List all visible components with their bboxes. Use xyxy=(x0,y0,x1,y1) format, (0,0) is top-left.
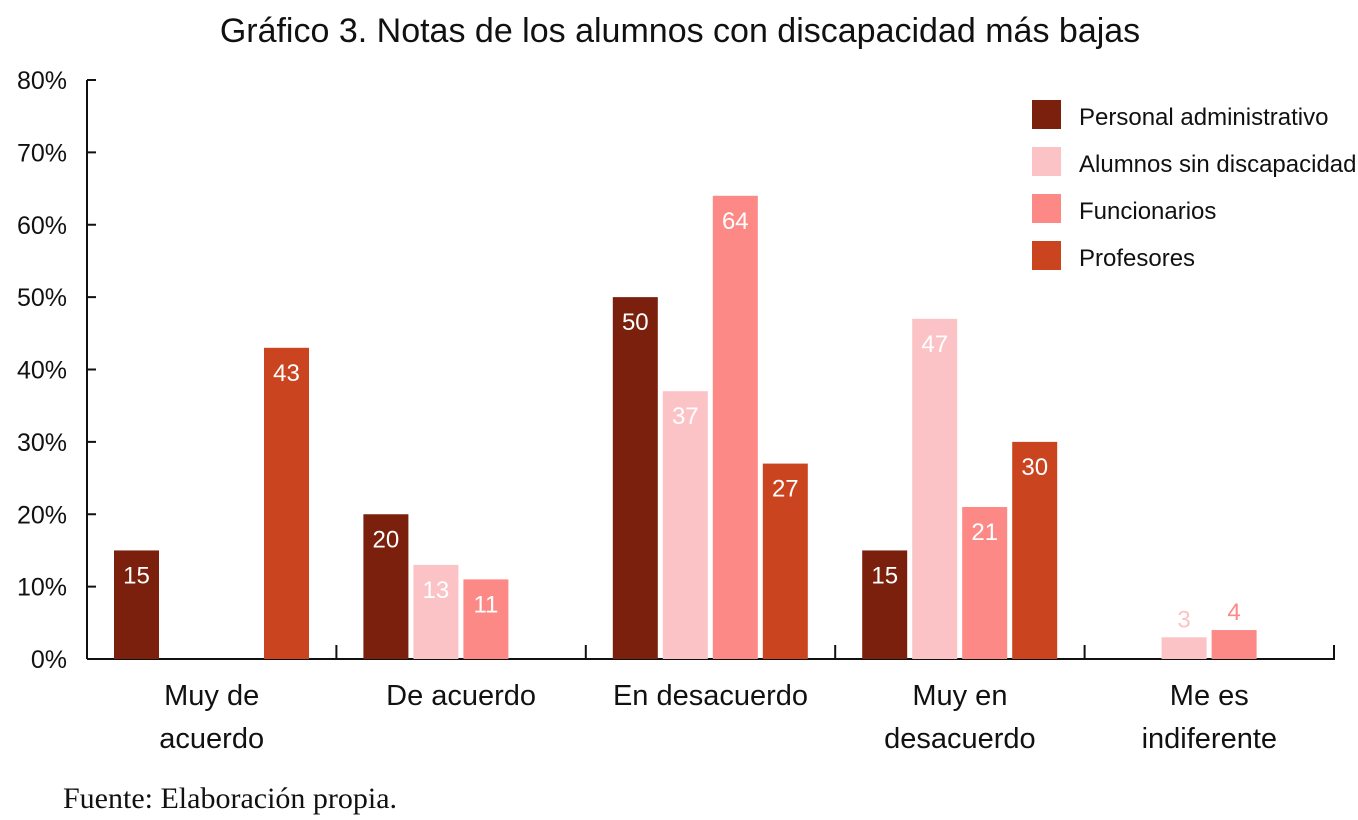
legend-label: Profesores xyxy=(1079,245,1195,272)
x-tick-label: acuerdo xyxy=(159,723,264,755)
bar xyxy=(1012,441,1058,659)
x-tick-label: indiferente xyxy=(1142,723,1277,755)
legend-swatch xyxy=(1032,147,1061,176)
source-note: Fuente: Elaboración propia. xyxy=(63,782,397,815)
bar xyxy=(912,318,958,659)
legend-swatch xyxy=(1032,194,1061,223)
data-label: 27 xyxy=(772,476,799,503)
x-tick-label: En desacuerdo xyxy=(613,680,808,712)
legend-label: Alumnos sin discapacidad xyxy=(1079,151,1357,178)
x-tick-label: De acuerdo xyxy=(386,680,536,712)
legend-swatch xyxy=(1032,100,1061,129)
data-label: 37 xyxy=(672,403,699,430)
data-label: 15 xyxy=(871,562,898,589)
bar xyxy=(264,347,309,659)
bar xyxy=(662,391,708,659)
bar xyxy=(762,463,808,659)
x-tick-label: Me es xyxy=(1170,680,1249,712)
data-label: 43 xyxy=(273,360,300,387)
chart-title: Gráfico 3. Notas de los alumnos con disc… xyxy=(220,12,1140,50)
data-label: 13 xyxy=(423,577,450,604)
bar xyxy=(1211,630,1257,659)
data-label: 50 xyxy=(622,309,649,336)
data-label: 20 xyxy=(373,526,400,553)
y-tick-label: 0% xyxy=(31,646,67,674)
bar xyxy=(114,550,159,659)
bar xyxy=(962,507,1008,659)
data-label: 47 xyxy=(921,331,948,358)
bar xyxy=(363,514,409,659)
y-tick-label: 60% xyxy=(17,212,67,240)
data-label: 11 xyxy=(473,591,498,618)
y-tick-label: 30% xyxy=(17,429,67,457)
bar xyxy=(1161,637,1207,659)
data-label: 21 xyxy=(971,519,998,546)
y-tick-label: 70% xyxy=(17,139,67,167)
bar xyxy=(862,550,908,659)
bar xyxy=(463,579,509,659)
bar xyxy=(612,297,658,659)
bar xyxy=(712,195,758,660)
x-tick-label: Muy de xyxy=(164,680,259,712)
y-tick-label: 10% xyxy=(17,574,67,602)
data-label: 15 xyxy=(123,562,150,589)
legend-label: Personal administrativo xyxy=(1079,104,1328,131)
legend-label: Funcionarios xyxy=(1079,198,1216,225)
y-tick-label: 50% xyxy=(17,284,67,312)
data-label: 3 xyxy=(1177,606,1190,633)
data-label: 30 xyxy=(1021,454,1048,481)
data-label: 4 xyxy=(1227,599,1240,626)
y-tick-label: 40% xyxy=(17,357,67,385)
y-tick-label: 80% xyxy=(17,67,67,95)
bar xyxy=(413,564,459,659)
x-tick-label: desacuerdo xyxy=(884,723,1036,755)
x-tick-label: Muy en xyxy=(912,680,1007,712)
legend-swatch xyxy=(1032,241,1061,270)
data-label: 64 xyxy=(722,208,749,235)
y-tick-label: 20% xyxy=(17,501,67,529)
